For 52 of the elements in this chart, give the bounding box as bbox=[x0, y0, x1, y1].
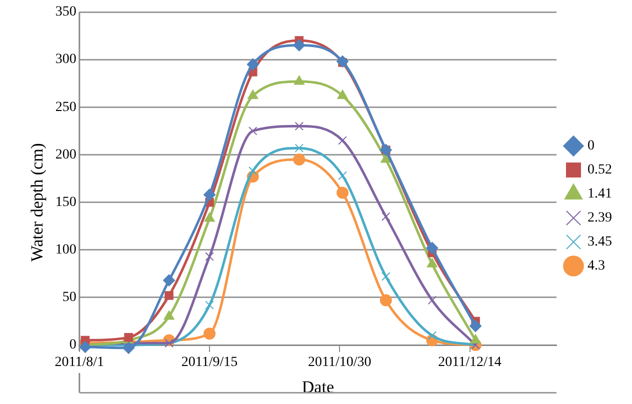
point bbox=[204, 188, 216, 201]
point bbox=[205, 252, 214, 261]
x-tick-label: 2011/8/1 bbox=[54, 355, 104, 370]
point bbox=[428, 296, 437, 305]
point bbox=[293, 39, 306, 52]
point bbox=[164, 291, 174, 300]
x-tick-label: 2011/9/15 bbox=[181, 355, 238, 370]
point bbox=[336, 186, 349, 199]
legend-label: 4.3 bbox=[588, 258, 605, 274]
legend-label: 2.39 bbox=[588, 210, 612, 226]
legend-label: 3.45 bbox=[588, 234, 612, 250]
point bbox=[294, 144, 304, 152]
legend-label: 0 bbox=[588, 138, 594, 154]
y-tick-label: 250 bbox=[55, 100, 76, 115]
point bbox=[428, 331, 437, 340]
point bbox=[248, 90, 258, 99]
point bbox=[382, 212, 390, 221]
point bbox=[164, 310, 174, 320]
point bbox=[382, 272, 390, 281]
point bbox=[338, 136, 347, 145]
y-tick-label: 300 bbox=[55, 52, 76, 68]
point bbox=[293, 153, 306, 166]
point bbox=[122, 342, 135, 354]
y-tick-label: 50 bbox=[62, 290, 76, 306]
legend-label: 1.41 bbox=[588, 186, 612, 202]
y-tick-label: 0 bbox=[69, 338, 76, 353]
x-tick-label: 2011/10/30 bbox=[308, 355, 372, 370]
point bbox=[294, 75, 304, 85]
y-tick-label: 200 bbox=[55, 147, 76, 162]
point bbox=[426, 258, 438, 268]
y-tick-label: 350 bbox=[55, 4, 76, 20]
point bbox=[380, 294, 392, 306]
point bbox=[336, 55, 349, 68]
point bbox=[470, 334, 481, 344]
point bbox=[248, 126, 258, 136]
point bbox=[204, 212, 215, 222]
legend-label: 0.52 bbox=[588, 162, 612, 178]
x-tick-label: 2011/12/14 bbox=[438, 355, 502, 370]
point bbox=[337, 90, 348, 99]
point bbox=[338, 171, 347, 180]
point bbox=[294, 122, 304, 131]
point bbox=[204, 328, 216, 340]
point bbox=[163, 274, 176, 286]
point bbox=[248, 166, 258, 176]
point bbox=[205, 300, 214, 310]
point bbox=[79, 340, 92, 353]
point bbox=[246, 58, 259, 70]
y-axis-title: Water depth (cm) bbox=[28, 143, 47, 262]
y-tick-label: 100 bbox=[55, 242, 76, 258]
point bbox=[470, 320, 482, 332]
y-tick-label: 150 bbox=[55, 194, 76, 210]
point bbox=[426, 242, 438, 254]
